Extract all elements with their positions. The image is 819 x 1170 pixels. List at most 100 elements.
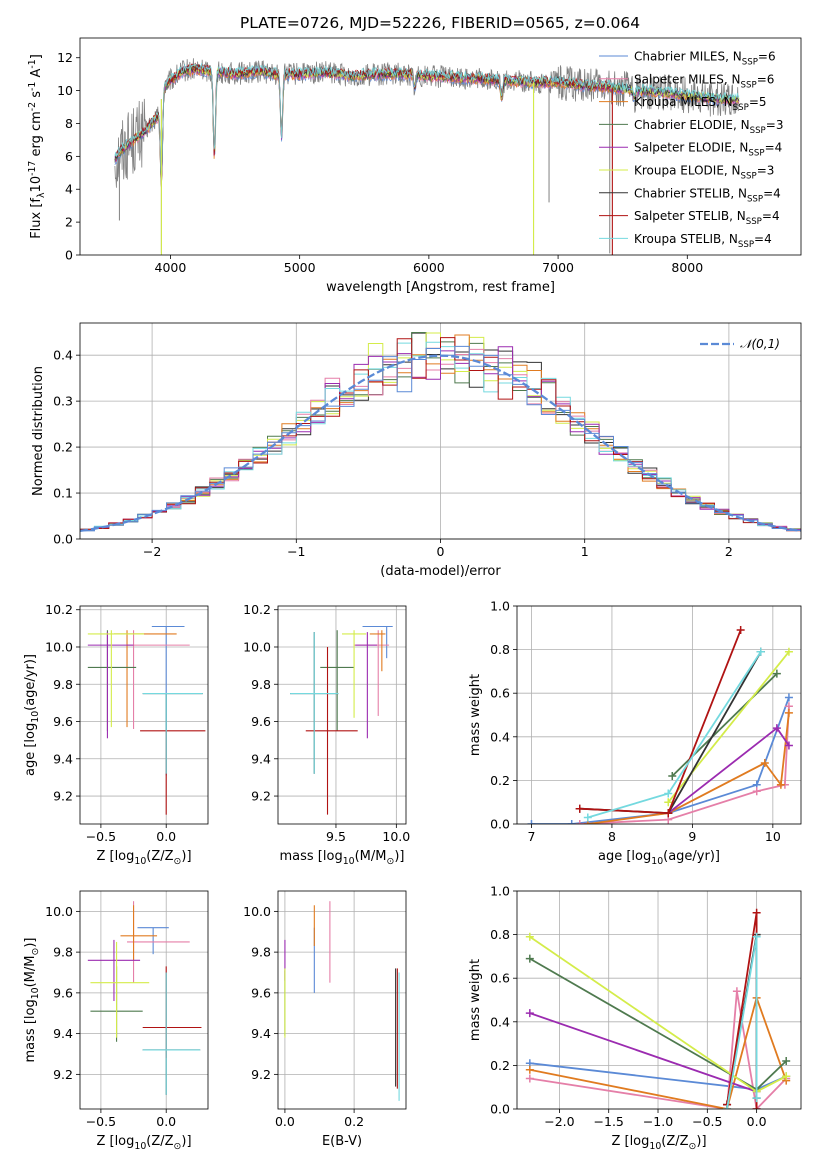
text-run: (Z/Z <box>661 1134 688 1149</box>
errorbar-point <box>127 901 190 983</box>
superscript: -17 <box>27 161 38 176</box>
model-spectrum-line <box>114 63 740 183</box>
text-run: =3 <box>766 118 784 132</box>
subscript: 10 <box>649 1141 661 1152</box>
mass-weight-marker <box>664 809 673 818</box>
figure-title: PLATE=0726, MJD=52226, FIBERID=0565, z=0… <box>240 14 640 32</box>
mass-weight-marker <box>784 693 793 702</box>
y-tick-label: 9.6 <box>53 714 73 729</box>
x-tick-label: 4000 <box>155 260 187 275</box>
text-run: A <box>29 69 44 82</box>
plot-area <box>284 901 400 1101</box>
axes-frame <box>277 890 407 1110</box>
text-run: Chabrier MILES, N <box>634 50 742 64</box>
mass-weight-marker <box>756 647 765 656</box>
x-tick-label: 1 <box>581 544 589 559</box>
x-axis-label: (data-model)/error <box>380 564 501 579</box>
math-run: 𝒩(0,1) <box>740 337 780 351</box>
text-run: =4 <box>765 141 783 155</box>
y-tick-label: 6 <box>65 149 73 164</box>
y-tick-label: 9.4 <box>53 751 73 766</box>
mass-weight-line <box>579 629 742 815</box>
mass-weight-marker <box>525 1074 534 1083</box>
text-run: Z [log <box>611 1134 649 1149</box>
errorbar-point <box>320 630 355 731</box>
text-run: (M/M <box>23 956 38 988</box>
mass-weight-line <box>529 994 788 1109</box>
text-run: age [log <box>23 723 38 776</box>
text-run: =6 <box>758 50 776 64</box>
y-tick-label: 10 <box>57 83 73 98</box>
y-tick-label: 9.8 <box>53 945 73 960</box>
mass-weight-marker <box>752 1094 761 1103</box>
y-tick-label: 9.8 <box>251 945 271 960</box>
grid-lines <box>278 606 406 824</box>
x-tick-label: 0.0 <box>156 1114 176 1129</box>
y-tick-label: 9.4 <box>251 1026 271 1041</box>
legend-label: Kroupa MILES, NSSP​=5 <box>634 95 767 113</box>
mass-weight-marker <box>736 625 745 634</box>
subscript: ⊙ <box>174 856 182 867</box>
axes-frame <box>79 322 802 540</box>
y-tick-label: 0.2 <box>490 1058 510 1073</box>
y-tick-label: 12 <box>57 50 73 65</box>
y-tick-label: 10.0 <box>243 904 271 919</box>
subscript: 10 <box>30 711 41 723</box>
errorbar-point <box>354 630 390 716</box>
mass-weight-marker <box>525 1009 534 1018</box>
y-tick-label: 9.2 <box>53 789 73 804</box>
mass-weight-marker <box>776 780 785 789</box>
x-tick-label: 6000 <box>413 260 445 275</box>
y-tick-label: 8 <box>65 116 73 131</box>
text-run: age [log <box>598 849 651 864</box>
y-tick-label: 10.2 <box>243 602 271 617</box>
y-tick-label: 0 <box>65 248 73 263</box>
y-tick-label: 0.8 <box>490 927 510 942</box>
legend-label: Salpeter ELODIE, NSSP​=4 <box>634 141 782 159</box>
text-run: =5 <box>749 95 767 109</box>
mass-vs-ebv-plot: 0.0 0.2 9.2 9.4 9.6 9.8 10.0 E(B-V) <box>243 890 407 1149</box>
y-tick-label: 2 <box>65 215 73 230</box>
text-run: (Z/Z <box>146 1134 173 1149</box>
x-axis-label: wavelength [Angstrom, rest frame] <box>326 280 555 295</box>
text-run: mass [log <box>23 999 38 1062</box>
x-axis-label: Z [log10​(Z/Z⊙​)] <box>611 1134 706 1152</box>
text-run: Z [log <box>96 849 134 864</box>
errorbar-point <box>120 905 158 961</box>
x-axis-label: age [log10​(age/yr)] <box>598 849 720 867</box>
age-vs-mass-plot: 9.5 10.0 9.2 9.4 9.6 9.8 10.0 10.2 mass [log10​(… <box>243 602 410 867</box>
text-run: ] <box>29 54 44 59</box>
superscript: -1 <box>27 59 38 68</box>
x-axis-label: E(B-V) <box>322 1134 362 1149</box>
subscript: ⊙ <box>689 1141 697 1152</box>
mass-weight-marker <box>664 798 673 807</box>
mass-weight-marker <box>723 1105 732 1109</box>
mass-weight-marker <box>782 1072 791 1081</box>
x-tick-label: 10.0 <box>382 829 410 844</box>
residual-histogram <box>80 337 801 532</box>
text-run: )] <box>181 849 191 864</box>
y-axis-label: Flux [fλ​10-17​ erg cm-2​ s-1​ A-1​] <box>27 54 47 239</box>
gaussian-reference-curve <box>80 354 801 533</box>
y-axis-label: Normed distribution <box>31 366 46 496</box>
plot-area <box>527 625 793 824</box>
y-tick-label: 9.8 <box>251 677 271 692</box>
errorbar-point <box>369 630 386 672</box>
text-run: )] <box>394 849 404 864</box>
text-run: 10 <box>29 176 44 193</box>
x-tick-label: −0.5 <box>86 1114 116 1129</box>
mass-weight-marker <box>583 813 592 822</box>
x-tick-label: 7000 <box>542 260 574 275</box>
y-tick-label: 0.8 <box>490 642 510 657</box>
legend-label: 𝒩(0,1) <box>740 337 780 351</box>
x-tick-label: −2.0 <box>544 1114 574 1129</box>
y-tick-label: 9.8 <box>53 677 73 692</box>
x-tick-label: 9.5 <box>326 829 346 844</box>
legend-label: Chabrier STELIB, NSSP​=4 <box>634 186 781 204</box>
mass-weight-marker <box>732 987 741 996</box>
plot-area <box>87 901 202 1095</box>
errorbar-point <box>151 625 185 776</box>
legend-label: Kroupa ELODIE, NSSP​=3 <box>634 164 774 182</box>
x-tick-label: 8 <box>608 829 616 844</box>
y-axis-label: mass weight <box>468 959 483 1041</box>
